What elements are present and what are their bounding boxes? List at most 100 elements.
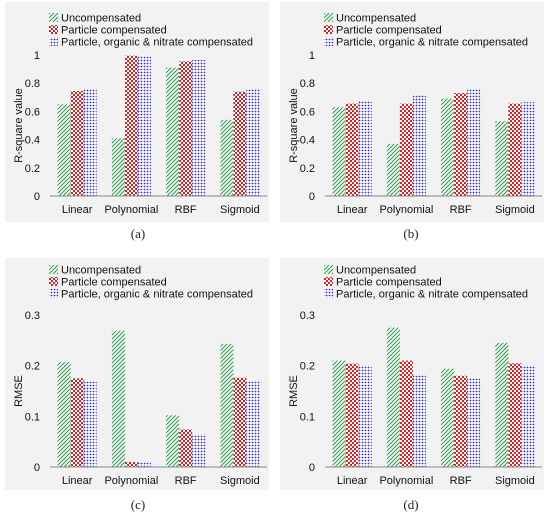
legend-label-part: Particle compensated [336, 25, 442, 37]
bar-pon-linear [83, 89, 97, 196]
y-tick-label: 0.4 [300, 135, 315, 147]
legend-label-pon: Particle, organic & nitrate compensated [61, 37, 253, 49]
y-axis-label: RMSE [288, 375, 300, 407]
legend-label-unc: Uncompensated [336, 13, 416, 25]
x-tick-label: Sigmoid [220, 475, 260, 487]
x-tick-label: Linear [337, 475, 368, 487]
bar-part-rbf [454, 93, 468, 196]
legend-label-unc: Uncompensated [336, 265, 416, 277]
legend-swatch-unc [324, 13, 333, 22]
bar-unc-polynomial [111, 330, 125, 467]
bar-part-rbf [179, 61, 193, 196]
y-axis-label: R-square value [13, 88, 25, 163]
bar-unc-sigmoid [495, 342, 509, 467]
x-tick-label: Sigmoid [495, 475, 535, 487]
bar-part-polynomial [399, 103, 413, 196]
legend-swatch-pon [324, 37, 333, 46]
x-tick-label: RBF [450, 204, 472, 216]
x-tick-label: Polynomial [379, 204, 433, 216]
bar-part-rbf [454, 375, 468, 467]
x-tick-label: Linear [337, 204, 368, 216]
legend-swatch-unc [324, 265, 333, 274]
legend-swatch-part [324, 25, 333, 34]
y-tick-label: 0 [34, 191, 40, 203]
bar-pon-polynomial [137, 55, 151, 196]
bar-unc-sigmoid [220, 343, 234, 467]
legend-label-unc: Uncompensated [61, 265, 141, 277]
bar-pon-sigmoid [246, 380, 260, 467]
bar-unc-linear [332, 107, 346, 196]
legend-label-pon: Particle, organic & nitrate compensated [336, 37, 528, 49]
legend-label-part: Particle compensated [61, 277, 167, 289]
bar-part-linear [70, 378, 84, 467]
y-tick-label: 0.4 [25, 135, 40, 147]
y-tick-label: 0.2 [25, 163, 40, 175]
bar-unc-rbf [441, 98, 455, 196]
y-tick-label: 0.3 [300, 310, 315, 322]
legend-label-unc: Uncompensated [61, 13, 141, 25]
x-tick-label: Linear [62, 475, 93, 487]
legend-label-part: Particle compensated [61, 25, 167, 37]
bar-unc-polynomial [386, 327, 400, 467]
caption-c: (c) [130, 497, 146, 512]
bar-unc-rbf [441, 368, 455, 467]
bar-pon-polynomial [137, 461, 151, 467]
bar-pon-sigmoid [521, 365, 535, 467]
y-tick-label: 0 [309, 191, 315, 203]
y-tick-label: 0.1 [300, 411, 315, 423]
y-tick-label: 1 [34, 50, 40, 62]
y-tick-label: 0.2 [300, 361, 315, 373]
y-tick-label: 0.3 [25, 310, 40, 322]
x-tick-label: Polynomial [104, 475, 158, 487]
bar-unc-linear [57, 362, 71, 467]
bar-unc-rbf [166, 415, 180, 467]
bar-pon-linear [358, 365, 372, 467]
bar-part-polynomial [399, 360, 413, 467]
x-tick-label: Sigmoid [220, 204, 260, 216]
caption-d: (d) [403, 497, 419, 512]
bar-unc-rbf [166, 67, 180, 196]
bar-pon-sigmoid [246, 89, 260, 196]
bar-pon-rbf [467, 377, 481, 467]
y-tick-label: 0.6 [25, 106, 40, 118]
x-tick-label: RBF [175, 204, 197, 216]
bar-pon-rbf [467, 89, 481, 196]
x-tick-label: Linear [62, 204, 93, 216]
chart-c: 0 0.1 0.2 0.3 RMSE Linear Polynomial RBF Sigmoid… [5, 258, 269, 490]
y-axis-label: RMSE [13, 375, 25, 407]
y-tick-label: 0.6 [300, 106, 315, 118]
bar-unc-polynomial [111, 138, 125, 196]
legend-label-part: Particle compensated [336, 277, 442, 289]
bar-part-polynomial [124, 55, 138, 196]
caption-b: (b) [403, 226, 419, 241]
legend-label-pon: Particle, organic & nitrate compensated [336, 289, 528, 301]
y-tick-label: 0.8 [25, 78, 40, 90]
bar-part-sigmoid [233, 91, 247, 196]
bar-part-linear [70, 90, 84, 196]
bar-pon-rbf [192, 59, 206, 197]
y-tick-label: 0 [309, 462, 315, 474]
legend-swatch-part [49, 25, 58, 34]
bar-pon-linear [83, 380, 97, 467]
bar-pon-sigmoid [521, 102, 535, 196]
legend-swatch-part [49, 277, 58, 286]
bar-part-linear [345, 363, 359, 467]
bar-part-linear [345, 103, 359, 196]
bar-unc-linear [332, 360, 346, 467]
x-tick-label: Polynomial [104, 204, 158, 216]
bar-part-rbf [179, 429, 193, 467]
y-tick-label: 1 [309, 50, 315, 62]
y-tick-label: 0.1 [25, 411, 40, 423]
y-tick-label: 0.2 [300, 163, 315, 175]
bar-unc-polynomial [386, 143, 400, 196]
x-tick-label: RBF [175, 475, 197, 487]
y-tick-label: 0 [34, 462, 40, 474]
bar-pon-rbf [192, 434, 206, 467]
y-tick-label: 0.2 [25, 361, 40, 373]
bar-unc-sigmoid [495, 121, 509, 196]
bar-pon-polynomial [412, 374, 426, 467]
legend-swatch-pon [49, 37, 58, 46]
legend-swatch-unc [49, 265, 58, 274]
x-tick-label: Polynomial [379, 475, 433, 487]
